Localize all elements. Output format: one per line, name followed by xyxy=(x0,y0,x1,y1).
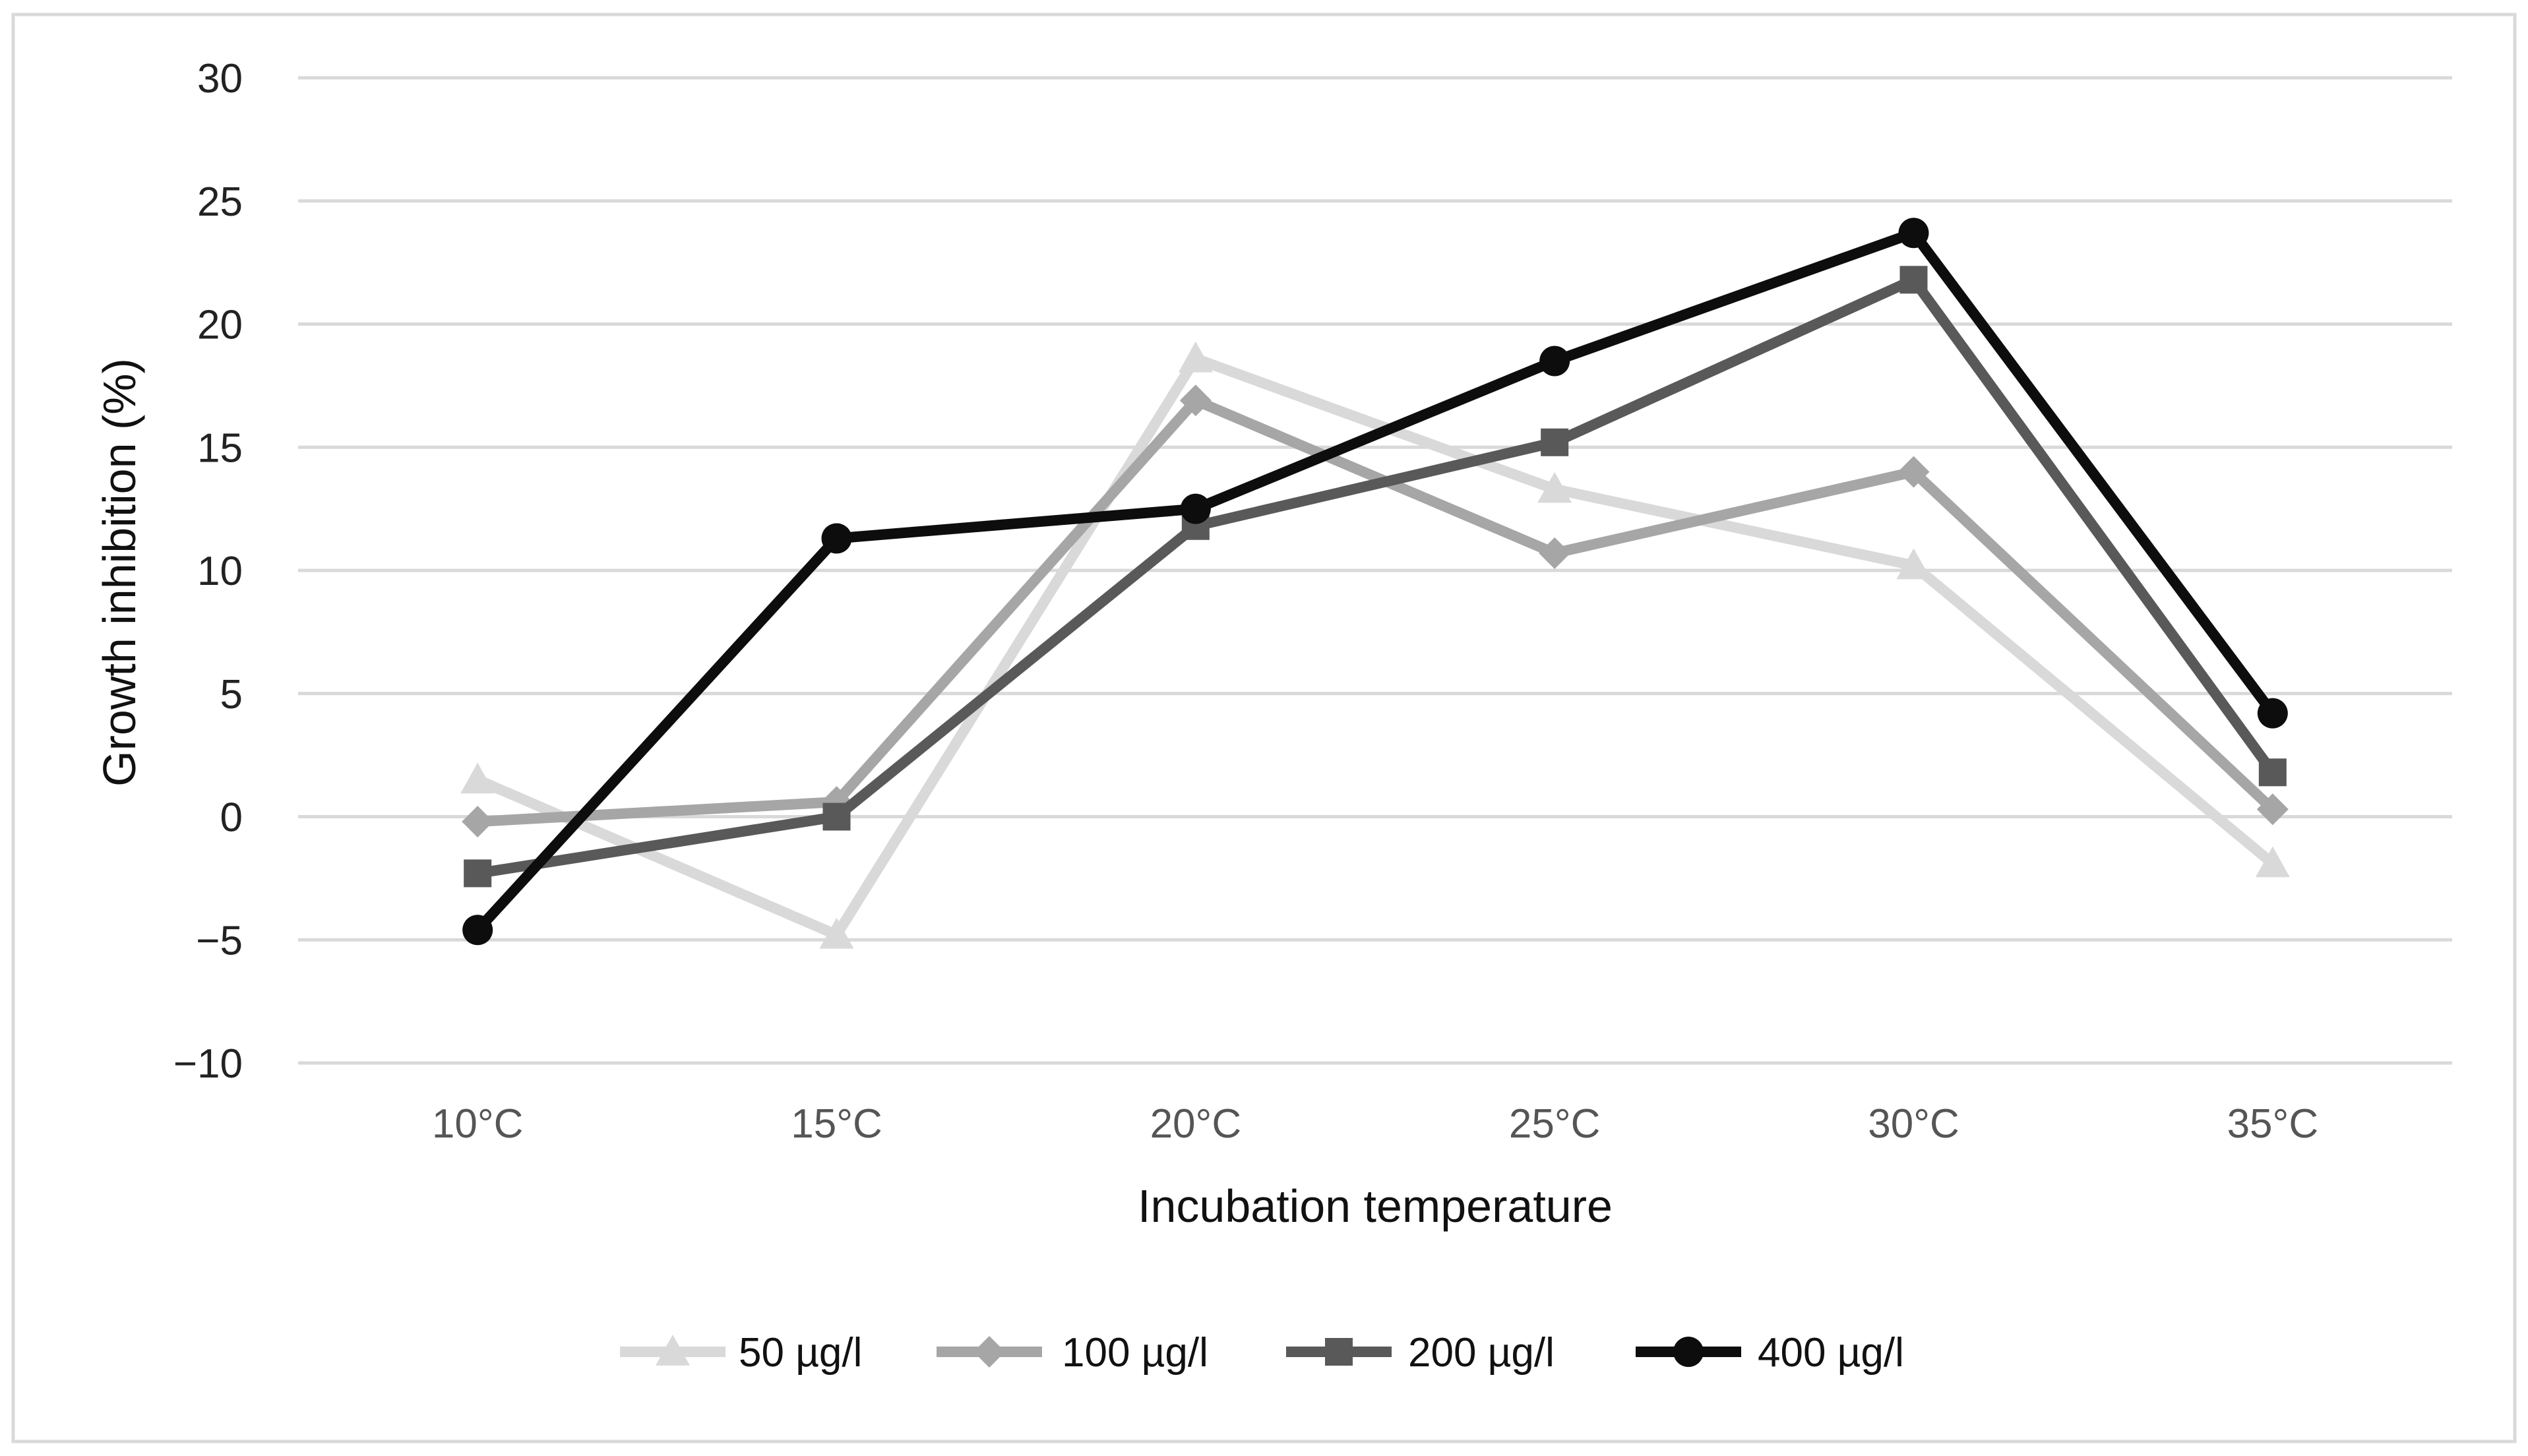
series-line xyxy=(472,228,2278,936)
series-line xyxy=(472,274,2278,879)
data-point xyxy=(2256,793,2289,826)
legend-item: 50 µg/l xyxy=(620,1330,862,1376)
data-point xyxy=(1541,428,1569,456)
x-tick-label: 20°C xyxy=(1150,1101,1242,1147)
y-tick-label: 5 xyxy=(220,672,243,717)
data-point xyxy=(2257,698,2288,729)
y-tick-label: 20 xyxy=(197,303,243,348)
y-tick-label: 30 xyxy=(197,56,243,102)
y-axis-title: Growth inhibition (%) xyxy=(94,358,145,787)
data-point xyxy=(2258,758,2287,787)
series-group xyxy=(462,384,2289,837)
series-group xyxy=(460,341,2290,949)
series-group xyxy=(460,218,2290,949)
data-point xyxy=(462,805,494,837)
x-tick-label: 15°C xyxy=(791,1101,882,1147)
y-tick-label: 25 xyxy=(197,179,243,225)
x-axis-title: Incubation temperature xyxy=(1138,1180,1613,1232)
data-point xyxy=(1180,493,1211,524)
data-point xyxy=(1539,537,1571,569)
y-tick-label: 10 xyxy=(197,549,243,594)
data-point xyxy=(1537,471,1572,503)
legend-swatch-marker xyxy=(656,1335,690,1366)
series-group xyxy=(462,218,2288,946)
data-point xyxy=(462,915,493,946)
data-point xyxy=(822,803,851,831)
x-tick-label: 35°C xyxy=(2227,1101,2319,1147)
x-axis-ticks: 10°C 15°C 20°C 25°C 30°C 35°C xyxy=(432,1101,2318,1147)
data-point xyxy=(464,859,492,888)
data-point xyxy=(821,523,852,554)
y-tick-label: 15 xyxy=(197,425,243,471)
series-line xyxy=(472,395,2278,827)
legend-swatch-marker xyxy=(973,1336,1005,1368)
chart-border xyxy=(11,13,2517,1443)
legend-item: 400 µg/l xyxy=(1636,1330,1904,1376)
data-point xyxy=(1898,218,1929,249)
y-axis-ticks: 30 25 20 15 10 5 0 −5 −10 xyxy=(173,56,243,1087)
legend-label: 400 µg/l xyxy=(1758,1330,1904,1376)
legend-label: 100 µg/l xyxy=(1062,1330,1208,1376)
gridlines xyxy=(298,76,2452,1065)
legend-label: 200 µg/l xyxy=(1408,1330,1555,1376)
legend-label: 50 µg/l xyxy=(739,1330,862,1376)
y-tick-label: −10 xyxy=(173,1041,243,1087)
data-point xyxy=(819,917,854,949)
y-tick-label: 0 xyxy=(220,795,243,841)
data-point xyxy=(1896,548,1931,580)
data-point xyxy=(1178,341,1213,373)
x-tick-label: 30°C xyxy=(1868,1101,1959,1147)
y-tick-label: −5 xyxy=(196,918,243,963)
data-point xyxy=(1539,346,1570,377)
legend-swatch-marker xyxy=(1673,1337,1704,1367)
data-point xyxy=(1899,266,1928,294)
series-line xyxy=(472,353,2278,940)
legend-item: 200 µg/l xyxy=(1286,1330,1555,1376)
legend-item: 100 µg/l xyxy=(937,1330,1208,1376)
data-point xyxy=(1179,384,1212,417)
legend-swatch-marker xyxy=(1325,1338,1353,1366)
x-tick-label: 10°C xyxy=(432,1101,524,1147)
data-point xyxy=(2255,846,2290,878)
x-tick-label: 25°C xyxy=(1509,1101,1601,1147)
data-point xyxy=(1897,456,1930,488)
legend: 50 µg/l 100 µg/l 200 µg/l 400 µg/l xyxy=(620,1330,1904,1376)
data-point xyxy=(460,762,495,794)
